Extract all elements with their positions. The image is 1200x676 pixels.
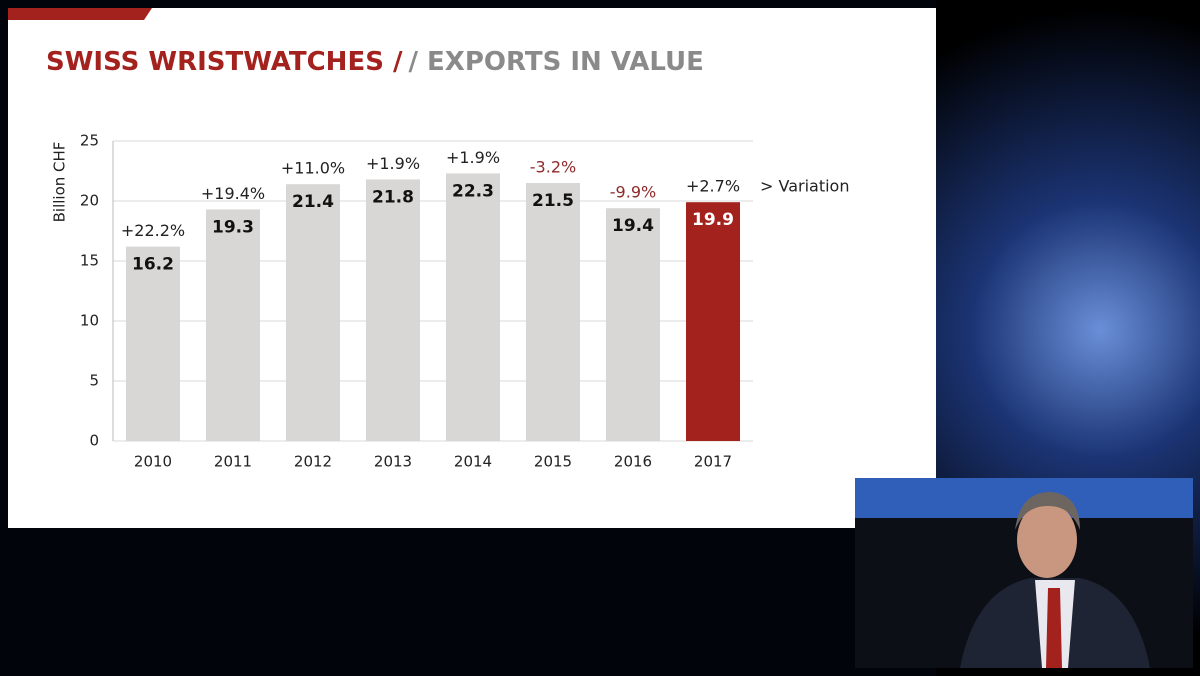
title-sub: / EXPORTS IN VALUE <box>408 47 703 77</box>
x-tick-label: 2011 <box>214 453 252 471</box>
bar <box>606 208 660 441</box>
variation-label: +22.2% <box>121 221 185 240</box>
bar <box>526 183 580 441</box>
value-label: 21.8 <box>372 187 414 207</box>
value-label: 16.2 <box>132 255 174 275</box>
presenter-hair <box>1015 492 1080 530</box>
x-tick-label: 2014 <box>454 453 492 471</box>
y-tick-label: 0 <box>89 432 99 450</box>
value-label: 21.4 <box>292 192 334 212</box>
slide-tab <box>8 8 152 20</box>
y-tick-label: 10 <box>80 312 99 330</box>
variation-label: -9.9% <box>610 183 656 202</box>
y-tick-label: 15 <box>80 252 99 270</box>
variation-label: +2.7% <box>686 177 740 196</box>
title: SWISS WRISTWATCHES / / EXPORTS IN VALUE <box>46 47 704 77</box>
bar <box>126 246 180 441</box>
variation-label: +19.4% <box>201 184 265 203</box>
bar <box>206 209 260 441</box>
x-tick-label: 2010 <box>134 453 172 471</box>
y-tick-label: 25 <box>80 132 99 150</box>
value-label: 21.5 <box>532 191 574 211</box>
value-label: 22.3 <box>452 181 494 201</box>
bar <box>686 202 740 441</box>
x-tick-label: 2015 <box>534 453 572 471</box>
y-axis-label: Billion CHF <box>51 142 69 223</box>
variation-label: -3.2% <box>530 158 576 177</box>
bar <box>446 173 500 441</box>
variation-label: +1.9% <box>366 154 420 173</box>
presenter-video <box>855 478 1193 668</box>
title-main: SWISS WRISTWATCHES / <box>46 47 403 77</box>
bar <box>286 184 340 441</box>
value-label: 19.3 <box>212 217 254 237</box>
presenter-head <box>1017 502 1077 578</box>
y-tick-label: 5 <box>89 372 99 390</box>
bar <box>366 179 420 441</box>
x-tick-label: 2017 <box>694 453 732 471</box>
x-tick-label: 2013 <box>374 453 412 471</box>
variation-label: +11.0% <box>281 159 345 178</box>
x-tick-label: 2016 <box>614 453 652 471</box>
variation-label: +1.9% <box>446 148 500 167</box>
value-label: 19.4 <box>612 216 654 236</box>
x-tick-label: 2012 <box>294 453 332 471</box>
value-label: 19.9 <box>692 210 734 230</box>
y-tick-label: 20 <box>80 192 99 210</box>
presenter-tie <box>1046 588 1062 668</box>
variation-legend: > Variation <box>760 177 849 196</box>
